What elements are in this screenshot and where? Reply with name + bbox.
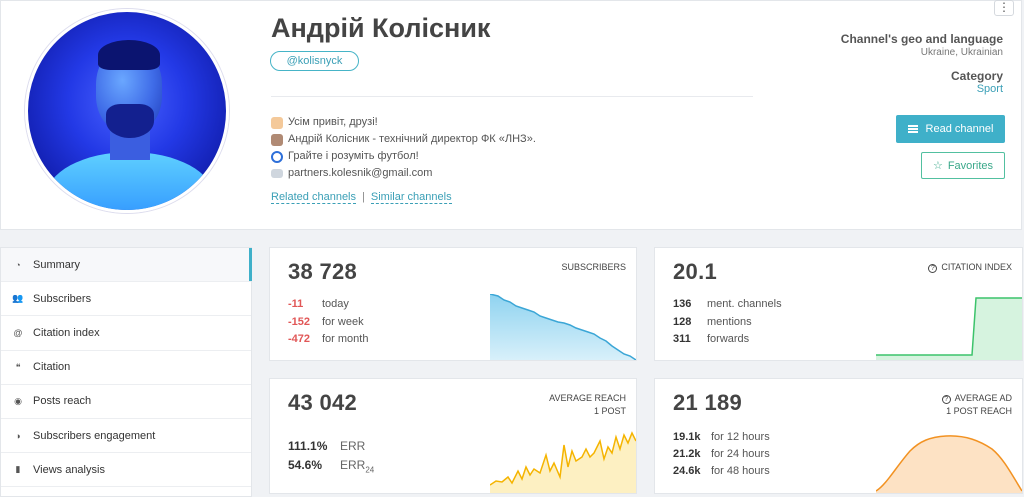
stat-value: 311	[673, 333, 691, 345]
users-icon: 👥	[12, 293, 24, 304]
star-icon: ☆	[932, 160, 943, 172]
card-label: ? AVERAGE AD 1 POST REACH	[941, 392, 1012, 418]
stat-label: mentions	[707, 316, 752, 328]
channel-handle[interactable]: @kolisnyck	[270, 51, 359, 71]
err-value: 111.1%	[288, 439, 328, 453]
channel-avatar	[25, 9, 229, 213]
card-label: ? CITATION INDEX	[928, 261, 1012, 274]
stat-label: ment. channels	[707, 298, 782, 310]
eye-icon: ◉	[14, 395, 22, 406]
subscribers-sparkline	[490, 294, 636, 360]
average-reach-card[interactable]: 43 042 AVERAGE REACH 1 POST 111.1% ERR 54.…	[269, 378, 637, 494]
sidebar-item-subscribers[interactable]: 👥 Subscribers	[1, 282, 251, 317]
geo-value: Ukraine, Ukrainian	[920, 47, 1003, 58]
favorites-label: Favorites	[947, 159, 994, 172]
soccer-ball-icon	[271, 150, 283, 163]
stat-label: for 12 hours	[711, 431, 770, 443]
divider	[271, 96, 753, 97]
sidebar-nav: ◔ Summary 👥 Subscribers @ Citation index…	[0, 247, 252, 497]
channel-name: Андрій Колісник	[271, 13, 491, 43]
related-channels-link[interactable]: Related channels	[271, 191, 357, 204]
sidebar-item-subscribers-engagement[interactable]: ◑ Subscribers engagement	[1, 419, 251, 454]
err24-value: 54.6%	[288, 458, 323, 472]
envelope-icon	[271, 169, 283, 178]
category-link[interactable]: Sport	[976, 83, 1003, 95]
citation-index-card[interactable]: 20.1 ? CITATION INDEX 136 ment. channels 1…	[654, 247, 1023, 361]
stat-value: 128	[673, 316, 692, 328]
ad-reach-sparkline	[876, 435, 1022, 493]
engagement-icon: ◑	[15, 430, 21, 441]
waving-hand-icon	[271, 116, 283, 129]
at-icon: @	[13, 327, 23, 338]
sidebar-item-label: Subscribers engagement	[33, 429, 156, 442]
sidebar-item-views-analysis[interactable]: ▮ Views analysis	[1, 453, 251, 488]
link-separator: |	[362, 191, 365, 203]
card-label: SUBSCRIBERS	[561, 262, 626, 272]
list-icon	[907, 125, 918, 133]
quote-icon: ❝	[15, 361, 21, 372]
more-options-icon[interactable]: ⋮	[994, 0, 1014, 16]
stat-value: 19.1k	[673, 431, 701, 443]
stat-label: for week	[322, 316, 364, 328]
stat-value: -11	[288, 298, 304, 310]
average-ad-reach-value: 21 189	[673, 390, 743, 415]
sidebar-item-summary[interactable]: ◔ Summary	[1, 248, 252, 283]
subscribers-count: 38 728	[288, 259, 358, 284]
bio-line: Усім привіт, друзі!	[288, 116, 378, 128]
stat-value: -152	[288, 316, 311, 328]
read-channel-label: Read channel	[925, 123, 994, 135]
sidebar-item-citation-index[interactable]: @ Citation index	[1, 316, 251, 351]
reach-sparkline	[490, 431, 636, 493]
read-channel-button[interactable]: Read channel	[896, 115, 1005, 143]
sidebar-item-label: Subscribers	[33, 292, 92, 305]
bar-chart-icon: ▮	[15, 464, 21, 475]
stat-value: 21.2k	[673, 448, 701, 460]
sidebar-item-label: Citation	[33, 361, 71, 374]
stat-value: 136	[673, 298, 692, 310]
similar-channels-link[interactable]: Similar channels	[370, 191, 452, 204]
dashboard-icon: ◔	[15, 259, 21, 270]
stat-label: forwards	[707, 333, 750, 345]
stat-label: for month	[322, 333, 369, 345]
category-title: Category	[950, 69, 1003, 83]
sidebar-item-label: Views analysis	[33, 463, 105, 476]
card-label: AVERAGE REACH 1 POST	[549, 393, 626, 416]
stat-label: for 48 hours	[711, 465, 770, 477]
sidebar-item-citation[interactable]: ❝ Citation	[1, 351, 251, 385]
channel-links: Related channels | Similar channels	[271, 191, 452, 204]
man-technologist-icon	[271, 133, 283, 146]
subscribers-card[interactable]: 38 728 SUBSCRIBERS -11 today -152 for week…	[269, 247, 637, 361]
average-reach-value: 43 042	[288, 390, 358, 415]
geo-title: Channel's geo and language	[840, 32, 1003, 46]
err24-label: ERR24	[340, 458, 375, 475]
stat-label: today	[322, 298, 349, 310]
sidebar-item-label: Summary	[33, 258, 81, 271]
help-icon[interactable]: ?	[928, 264, 938, 273]
stat-label: for 24 hours	[711, 448, 770, 460]
sidebar-item-label: Posts reach	[33, 395, 92, 408]
stat-value: 24.6k	[673, 465, 701, 477]
citation-index-value: 20.1	[673, 259, 718, 284]
channel-description: Усім привіт, друзі! Андрій Колісник - те…	[271, 114, 536, 182]
bio-line: partners.kolesnik@gmail.com	[288, 167, 433, 179]
bio-line: Андрій Колісник - технічний директор ФК …	[288, 133, 536, 145]
channel-profile: Андрій Колісник @kolisnyck Усім привіт, …	[0, 0, 1022, 230]
bio-line: Грайте і розуміть футбол!	[288, 150, 419, 162]
help-icon[interactable]: ?	[941, 395, 951, 404]
sidebar-item-posts-reach[interactable]: ◉ Posts reach	[1, 385, 251, 419]
favorites-button[interactable]: ☆ Favorites	[921, 152, 1005, 179]
stat-value: -472	[288, 333, 311, 345]
citation-sparkline	[876, 297, 1022, 360]
sidebar-item-label: Citation index	[33, 326, 100, 339]
err-label: ERR	[340, 439, 366, 453]
average-ad-reach-card[interactable]: 21 189 ? AVERAGE AD 1 POST REACH 19.1k for …	[654, 378, 1023, 494]
